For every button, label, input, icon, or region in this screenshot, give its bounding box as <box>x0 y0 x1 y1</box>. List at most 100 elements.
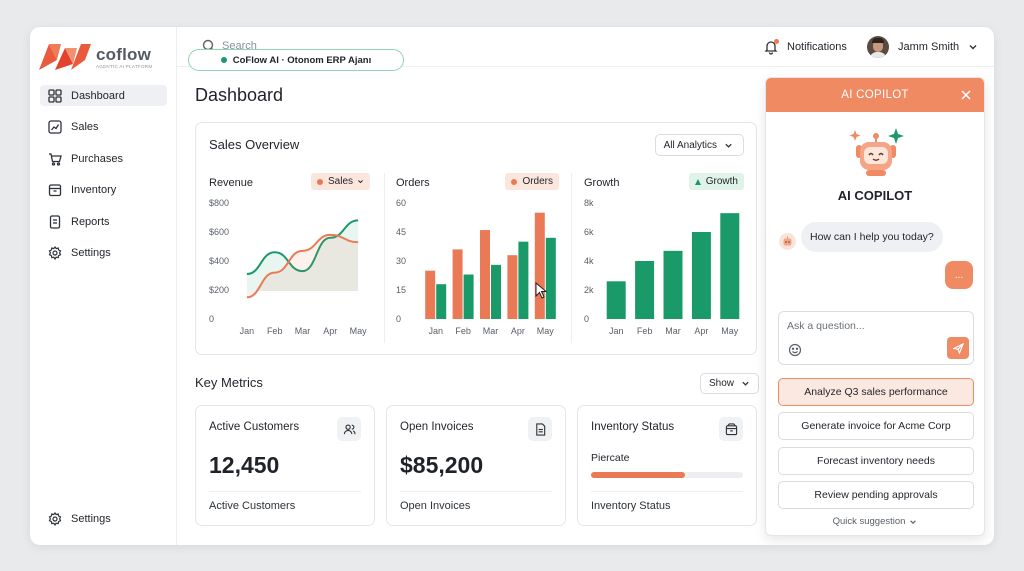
bar <box>545 237 556 319</box>
growth-plot: 8k 6k 4k 2k 0 Jan Feb Mar Apr May <box>584 198 740 336</box>
chart-divider <box>571 173 572 343</box>
growth-legend-label: Growth <box>705 176 738 187</box>
inventory-progress-bar <box>591 472 743 478</box>
x-tick-label: Jan <box>428 326 443 336</box>
package-icon <box>719 417 743 441</box>
metric-title: Inventory Status <box>591 421 675 433</box>
growth-chart-title: Growth <box>584 177 620 189</box>
bar <box>720 213 740 319</box>
sidebar-item-label: Inventory <box>71 184 117 196</box>
ai-status-pill[interactable]: CoFlow AI · Otonom ERP Ajanı <box>188 49 404 71</box>
revenue-plot: $800 $600 $400 $200 0 Jan Feb Mar Apr May <box>209 198 367 336</box>
gear-icon <box>48 511 62 526</box>
y-tick-label: 45 <box>396 227 406 237</box>
quick-suggestion-toggle[interactable]: Quick suggestion <box>766 516 984 527</box>
x-tick-label: Feb <box>267 326 283 336</box>
sales-overview-title: Sales Overview <box>209 137 300 152</box>
orders-plot: 60 45 30 15 0 Jan Feb Mar Apr May <box>396 198 556 336</box>
inventory-sub-label: Piercate <box>591 452 630 464</box>
sidebar-item-settings[interactable]: Settings <box>40 243 167 264</box>
suggestion-button[interactable]: Review pending approvals <box>778 481 974 509</box>
copilot-header: AI COPILOT <box>766 78 984 112</box>
sidebar-item-label: Sales <box>71 121 99 133</box>
sales-legend-chip[interactable]: Sales <box>310 173 370 190</box>
bar <box>480 230 490 319</box>
bar <box>691 232 711 319</box>
x-tick-label: May <box>721 326 739 336</box>
x-tick-label: Mar <box>295 326 311 336</box>
robot-icon <box>849 128 904 176</box>
avatar <box>867 36 889 58</box>
legend-dot <box>511 178 518 185</box>
close-icon[interactable] <box>960 89 972 101</box>
status-dot <box>220 57 227 63</box>
series-line <box>246 233 359 299</box>
copilot-question-input[interactable] <box>787 318 957 334</box>
x-tick-label: Apr <box>694 326 708 336</box>
bar <box>507 255 518 319</box>
copilot-title: AI COPILOT <box>837 188 913 203</box>
bar <box>534 212 545 319</box>
cart-icon <box>48 152 62 166</box>
user-menu[interactable]: Jamm Smith <box>867 36 978 58</box>
chevron-down-icon <box>742 381 749 386</box>
suggestion-button[interactable]: Forecast inventory needs <box>778 447 974 475</box>
y-tick-label: 60 <box>396 198 406 208</box>
sidebar: coflow AGENTIC AI PLATFORM Dashboard Sal… <box>30 27 177 545</box>
sidebar-item-label: Purchases <box>71 152 123 165</box>
sidebar-item-label: Reports <box>71 215 110 228</box>
legend-dot <box>316 178 323 185</box>
bell-icon <box>763 39 779 55</box>
orders-legend-chip[interactable]: Orders <box>505 173 559 190</box>
sidebar-item-reports[interactable]: Reports <box>40 211 167 232</box>
bar <box>606 281 626 319</box>
logo[interactable]: coflow AGENTIC AI PLATFORM <box>39 42 152 72</box>
show-dropdown[interactable]: Show <box>700 373 760 394</box>
metric-footer: Inventory Status <box>591 500 671 512</box>
sidebar-item-dashboard[interactable]: Dashboard <box>40 85 167 106</box>
series-line <box>246 219 359 276</box>
analytics-filter-dropdown[interactable]: All Analytics <box>654 134 744 156</box>
sidebar-item-sales[interactable]: Sales <box>40 117 167 138</box>
copilot-input-box[interactable] <box>778 311 974 365</box>
x-tick-label: Mar <box>483 326 499 336</box>
open-invoices-card[interactable]: Open Invoices $85,200 Open Invoices <box>386 405 566 526</box>
chevron-down-icon <box>358 180 363 184</box>
sidebar-item-label: Settings <box>71 512 111 525</box>
notifications-button[interactable]: Notifications <box>763 39 847 55</box>
growth-legend-chip[interactable]: Growth <box>688 173 744 190</box>
x-tick-label: Jan <box>609 326 624 336</box>
active-customers-card[interactable]: Active Customers 12,450 Active Customers <box>195 405 375 526</box>
bar <box>491 264 501 319</box>
box-icon <box>48 183 62 197</box>
app-window: coflow AGENTIC AI PLATFORM Dashboard Sal… <box>30 27 994 545</box>
send-icon <box>952 342 964 354</box>
bar <box>463 274 474 319</box>
inventory-status-card[interactable]: Inventory Status Piercate Inventory Stat… <box>577 405 757 526</box>
notifications-label: Notifications <box>787 41 847 53</box>
bar <box>452 249 463 319</box>
triangle-up-icon <box>694 178 701 185</box>
sidebar-item-inventory[interactable]: Inventory <box>40 180 167 201</box>
revenue-chart-title: Revenue <box>209 177 254 189</box>
sidebar-item-purchases[interactable]: Purchases <box>40 148 167 169</box>
quick-suggestion-label: Quick suggestion <box>832 516 906 527</box>
y-tick-label: 15 <box>396 285 406 295</box>
orders-chart-title: Orders <box>396 177 430 189</box>
chevron-down-icon <box>969 45 977 50</box>
suggestion-button[interactable]: Generate invoice for Acme Corp <box>778 412 974 440</box>
suggestion-button[interactable]: Analyze Q3 sales performance <box>778 378 974 406</box>
sidebar-bottom-settings[interactable]: Settings <box>40 508 167 529</box>
assistant-avatar <box>779 233 796 250</box>
bar <box>635 261 655 319</box>
divider <box>209 491 361 492</box>
send-button[interactable] <box>947 337 969 359</box>
metric-value: $85,200 <box>400 452 484 478</box>
analytics-filter-label: All Analytics <box>663 139 717 151</box>
metric-value: 12,450 <box>209 452 280 478</box>
x-tick-label: Feb <box>455 326 471 336</box>
y-tick-label: 0 <box>396 314 401 324</box>
smiley-icon[interactable] <box>788 343 802 357</box>
bar <box>663 250 683 319</box>
sales-legend-label: Sales <box>327 176 353 187</box>
